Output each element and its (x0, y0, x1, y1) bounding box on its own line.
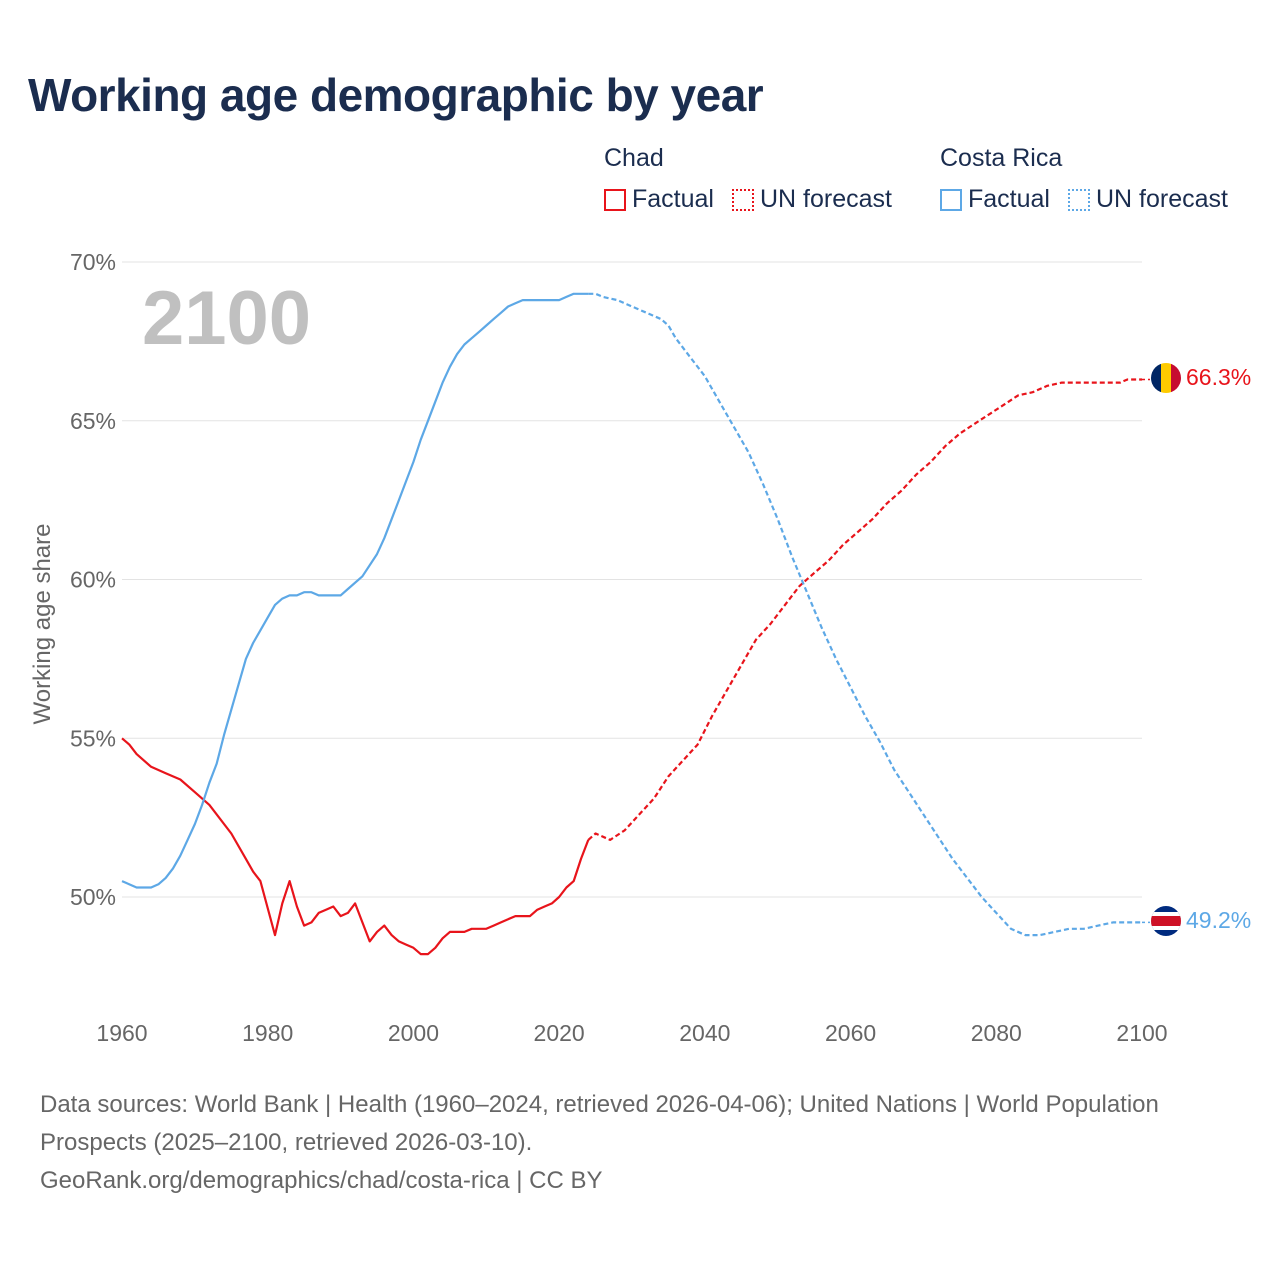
legend-chad: Chad Factual UN forecast (604, 144, 910, 214)
legend-costa-rica-forecast[interactable]: UN forecast (1067, 185, 1228, 214)
y-tick-label: 50% (70, 884, 116, 910)
y-tick-label: 70% (70, 249, 116, 275)
legend-swatch-solid (604, 188, 626, 211)
costa-rica-factual-line (121, 292, 589, 889)
legend-label: Factual (968, 185, 1050, 213)
x-tick-label: 2040 (679, 1020, 730, 1046)
legend-chad-forecast[interactable]: UN forecast (731, 185, 892, 214)
costa-rica-end-label: 49.2% (1186, 907, 1251, 933)
y-axis-title: Working age share (29, 524, 56, 725)
legend-swatch-dotted (1067, 188, 1090, 211)
credit-text: GeoRank.org/demographics/chad/costa-rica… (40, 1167, 603, 1194)
legend-country-chad: Chad (604, 144, 664, 172)
x-tick-label: 2080 (971, 1020, 1022, 1046)
x-tick-label: 1980 (242, 1020, 293, 1046)
x-tick-label: 2000 (388, 1020, 439, 1046)
chart-title: Working age demographic by year (28, 69, 764, 121)
source-note: Data sources: World Bank | Health (1960–… (40, 1086, 1240, 1200)
chad-flag-icon (1151, 363, 1181, 393)
legend-label: UN forecast (759, 185, 892, 213)
legend-chad-factual[interactable]: Factual (604, 185, 714, 214)
x-tick-label: 2100 (1116, 1020, 1167, 1046)
y-tick-label: 60% (70, 567, 116, 593)
source-text: Data sources: World Bank | Health (1960–… (40, 1091, 1159, 1156)
legend-country-costa-rica: Costa Rica (940, 144, 1063, 172)
legend-costa-rica-factual[interactable]: Factual (940, 185, 1050, 214)
legend-label: UN forecast (1095, 185, 1228, 213)
chad-factual-line (121, 737, 590, 956)
y-tick-label: 65% (70, 408, 116, 434)
legend-costa-rica: Costa Rica Factual UN forecast (940, 144, 1246, 214)
costa-rica-forecast-line (588, 292, 1142, 937)
legend-swatch-solid (940, 188, 962, 211)
costa-rica-flag-icon (1151, 906, 1181, 936)
x-tick-label: 1960 (96, 1020, 147, 1046)
year-badge: 2100 (142, 276, 311, 361)
x-tick-label: 2020 (534, 1020, 585, 1046)
y-tick-label: 55% (70, 725, 116, 751)
legend-label: Factual (632, 185, 714, 213)
line-chart: 2100 Working age share 50% 55% 60% 65% 70% 19… (29, 249, 1251, 1046)
chad-forecast-line (587, 378, 1142, 841)
legend-swatch-dotted (731, 188, 754, 211)
chad-end-label: 66.3% (1186, 364, 1251, 390)
x-tick-label: 2060 (825, 1020, 876, 1046)
